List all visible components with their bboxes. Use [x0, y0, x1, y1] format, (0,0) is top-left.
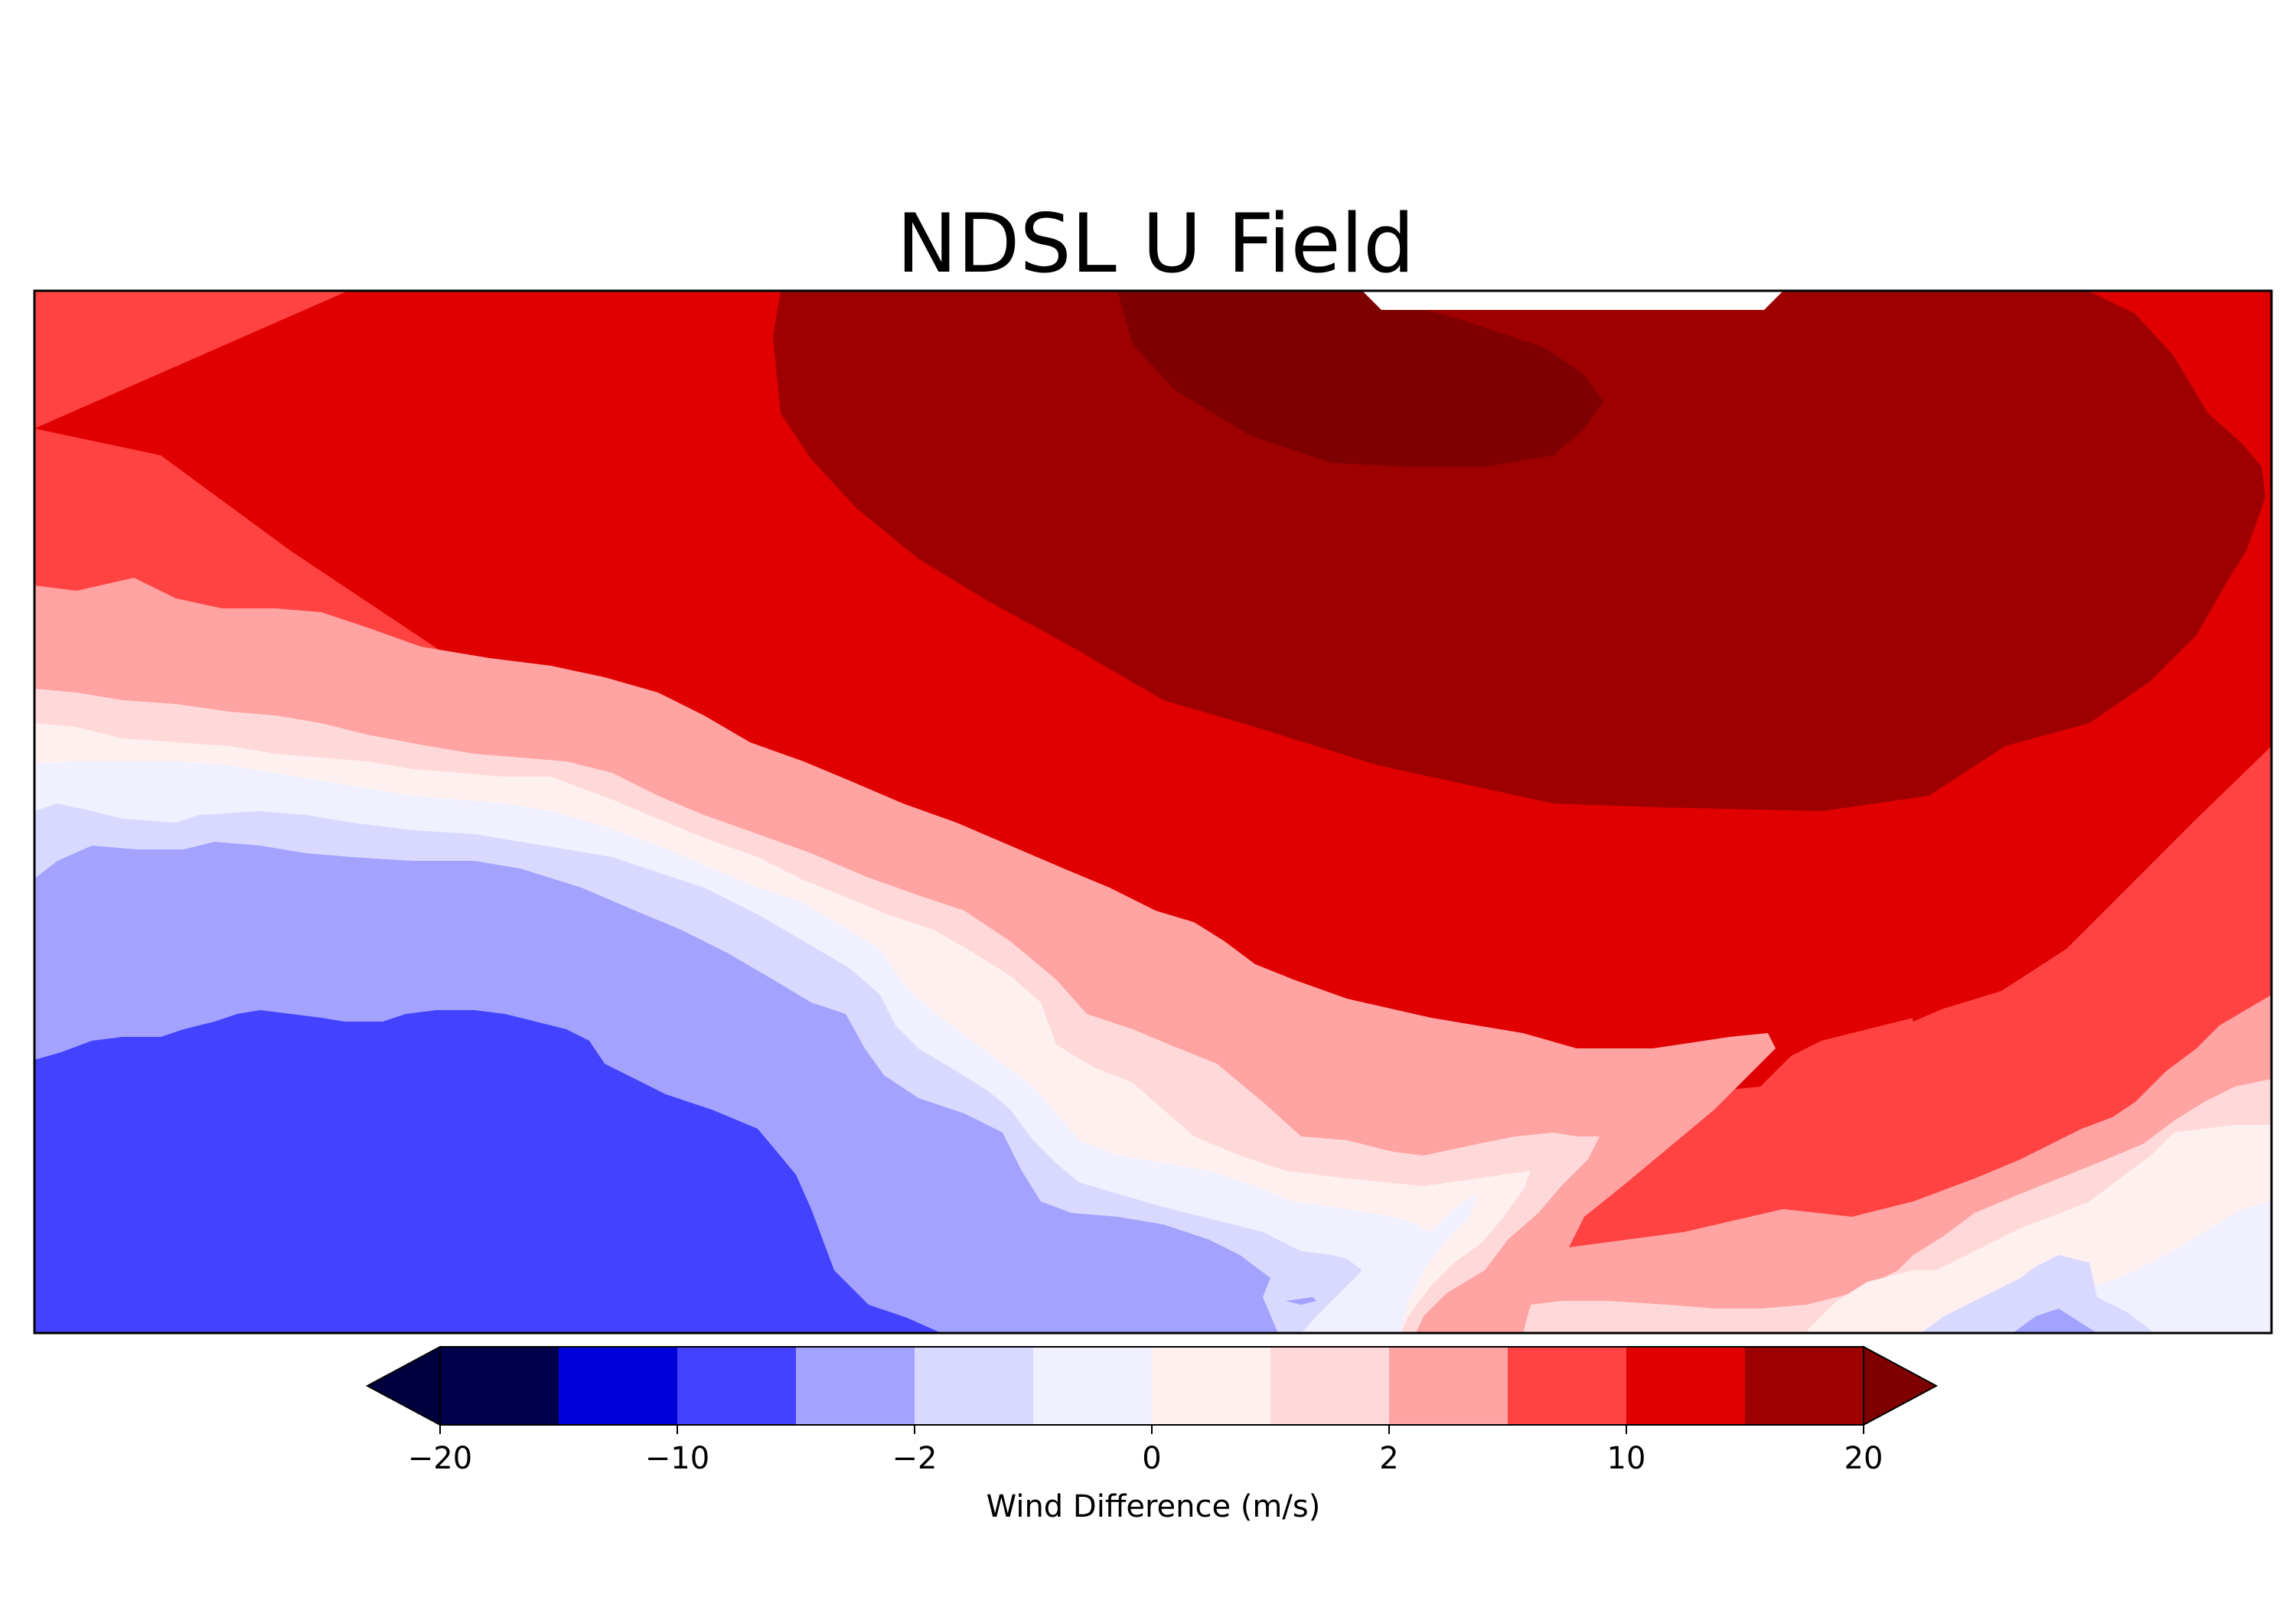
- contour-band-10-15-streak: [1910, 635, 2272, 1022]
- contour-band-over-20: [1117, 291, 1603, 467]
- colorbar-segment: [440, 1347, 559, 1425]
- colorbar-segment: [915, 1347, 1034, 1425]
- colorbar-segment: [796, 1347, 915, 1425]
- colorbar-tick-label: −20: [408, 1441, 472, 1476]
- colorbar-segment: [1745, 1347, 1864, 1425]
- colorbar: −20 −10 −2 0 2 10 20 Wind Difference (m/s): [365, 1345, 1939, 1524]
- contour-band-neg10-neg5: [34, 1010, 941, 1333]
- colorbar-tick-label: 2: [1379, 1441, 1398, 1476]
- chart-title: NDSL U Field: [897, 197, 1415, 291]
- colorbar-segment: [677, 1347, 797, 1425]
- colorbar-tick-label: 20: [1844, 1441, 1883, 1476]
- colorbar-segment: [1389, 1347, 1508, 1425]
- colorbar-segment: [1270, 1347, 1390, 1425]
- colorbar-label: Wind Difference (m/s): [987, 1489, 1321, 1524]
- colorbar-extend-over: [1863, 1345, 1939, 1426]
- colorbar-extend-under: [365, 1345, 441, 1426]
- colorbar-ticks: −20 −10 −2 0 2 10 20: [408, 1425, 1883, 1476]
- colorbar-segment: [1626, 1347, 1746, 1425]
- contour-plot: [33, 289, 2273, 1335]
- colorbar-segment: [1152, 1347, 1271, 1425]
- contour-band-15-20: [773, 291, 2265, 811]
- colorbar-tick-label: −2: [892, 1441, 938, 1476]
- colorbar-segment: [1033, 1347, 1153, 1425]
- colorbar-tick-label: 0: [1142, 1441, 1161, 1476]
- colorbar-tick-label: −10: [645, 1441, 709, 1476]
- contour-band-missing: [1362, 291, 1783, 310]
- colorbar-tick-label: 10: [1607, 1441, 1646, 1476]
- colorbar-segments: [440, 1347, 1864, 1425]
- colorbar-segment: [1508, 1347, 1627, 1425]
- colorbar-segment: [559, 1347, 678, 1425]
- plot-frame: [33, 289, 2273, 1335]
